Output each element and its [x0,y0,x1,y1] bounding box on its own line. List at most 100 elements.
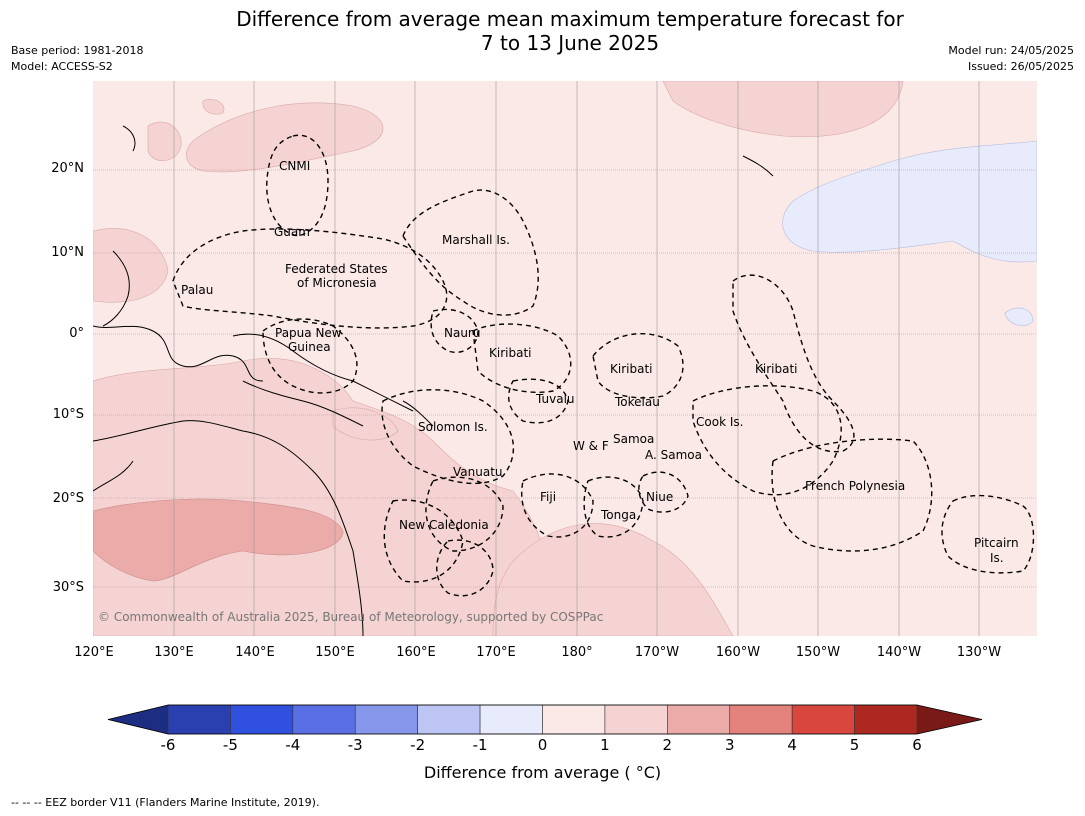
label-tonga: Tonga [600,508,636,522]
graticule [93,81,1037,636]
coast-taiwan [122,125,136,152]
eez-solomon [381,389,514,484]
colorbar-extend-high [917,705,982,734]
label-png-2: Guinea [288,340,331,354]
base-period: Base period: 1981-2018 [11,44,144,57]
colorbar-bin [167,704,231,735]
colorbar-bin [417,704,481,735]
label-png-1: Papua New [275,326,342,340]
patch-small-cool [1004,307,1034,326]
label-fiji: Fiji [540,490,556,504]
colorbar-svg [107,704,983,735]
label-cnmi: CNMI [279,159,310,173]
eez-vanuatu [425,476,504,552]
coast-philippines [102,250,130,327]
eez-french-polynesia [771,438,933,552]
map-title: Difference from average mean maximum tem… [0,7,1085,55]
colorbar-bin [230,704,294,735]
colorbar-extend-low [108,705,168,734]
label-pitcairn-1: Pitcairn [974,536,1019,550]
label-palau: Palau [181,283,213,297]
label-samoa: Samoa [613,432,654,446]
lon-label-170w: 170°W [634,645,680,660]
label-french-polynesia: French Polynesia [805,479,905,493]
coast-new-guinea-south [242,380,364,427]
patch-north-hawaii [662,81,904,138]
patch-north-pacific [186,102,384,173]
label-tuvalu: Tuvalu [535,392,575,406]
coast-solomon [402,400,434,427]
label-fsm-2: of Micronesia [297,276,377,290]
colorbar-tick-label: 1 [600,736,610,754]
lon-label-140w: 140°W [876,645,922,660]
label-nauru: Nauru [444,326,480,340]
colorbar-tick-label: -5 [222,736,238,754]
colorbar-bin [854,704,918,735]
colorbar-tick-label: -1 [472,736,488,754]
patch-philippines [93,228,169,303]
label-pitcairn-2: Is. [990,551,1004,565]
lon-label-180: 180° [561,645,593,660]
eez-kiribati-west [472,323,572,393]
colorbar-tick-label: 5 [849,736,860,754]
patch-tiny [202,99,225,115]
colorbar-tick-label: 2 [662,736,673,754]
patch-northeast-cool [782,140,1037,263]
eez-borders [172,134,1035,597]
lat-label-10s: 10°S [52,407,84,422]
colorbar-bin [667,704,731,735]
map-svg: CNMI Guam Marshall Is. Federated States … [93,81,1037,636]
colorbar [105,703,985,753]
model-name: Model: ACCESS-S2 [11,60,113,73]
eez-fiji [521,473,594,538]
lon-label-140e: 140°E [235,645,275,660]
map-panel: CNMI Guam Marshall Is. Federated States … [93,81,1037,636]
title-line-2: 7 to 13 June 2025 [480,31,660,55]
copyright-notice: © Commonwealth of Australia 2025, Bureau… [98,610,603,624]
lon-label-150w: 150°W [795,645,841,660]
lon-label-150e: 150°E [315,645,355,660]
lat-label-10n: 10°N [51,245,84,260]
colorbar-bin [479,704,543,735]
colorbar-bin [354,704,418,735]
patch-south-central [492,523,734,636]
colorbar-tick-label: 4 [787,736,797,754]
label-asamoa: A. Samoa [645,448,702,462]
eez-new-caledonia [383,499,464,583]
lat-label-30s: 30°S [52,580,84,595]
colorbar-frame [107,704,983,735]
label-solomon: Solomon Is. [418,420,488,434]
label-guam: Guam [274,225,310,239]
colorbar-tick-label: -4 [285,736,301,754]
colorbar-bin [604,704,668,735]
colorbar-bin [292,704,356,735]
lon-label-120e: 120°E [74,645,114,660]
label-vanuatu: Vanuatu [453,465,503,479]
eez-niue [638,471,689,513]
label-fsm-1: Federated States [285,262,387,276]
label-wf: W & F [573,439,609,453]
colorbar-bin [729,704,793,735]
label-marshall: Marshall Is. [442,233,510,247]
lat-label-0: 0° [69,326,84,341]
colorbar-tick-label: 0 [537,736,548,754]
anomaly-negative-patches [782,140,1037,326]
coastlines [93,125,774,636]
lon-label-130e: 130°E [154,645,194,660]
colorbar-tick-label: 3 [724,736,735,754]
label-tokelau: Tokelau [614,395,660,409]
eez-fsm [172,228,448,329]
colorbar-tick-label: -3 [347,736,363,754]
eez-norfolk [436,539,494,597]
coast-hawaii [742,155,774,177]
colorbar-bin [791,704,855,735]
eez-cook [692,385,842,496]
patch-small-north [147,121,182,161]
footnote: -- -- -- EEZ border V11 (Flanders Marine… [11,796,320,809]
lon-label-130w: 130°W [956,645,1002,660]
colorbar-tick-label: -6 [160,736,176,754]
issued-date: Issued: 26/05/2025 [967,60,1074,73]
anomaly-2-3-patch [93,498,344,582]
lat-label-20n: 20°N [51,161,84,176]
eez-nauru [430,308,479,353]
